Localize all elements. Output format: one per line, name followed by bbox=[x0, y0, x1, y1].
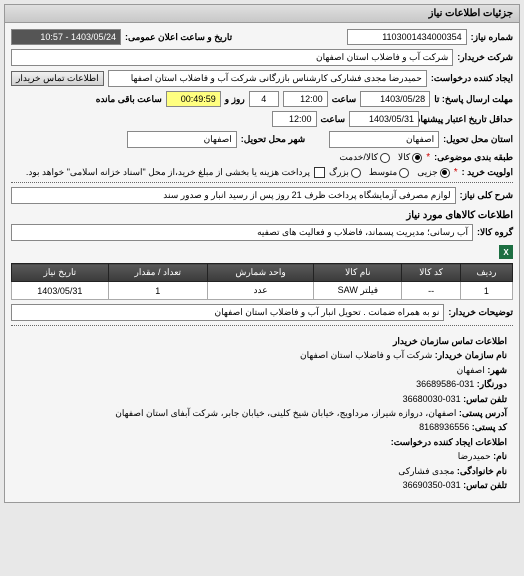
announce-label: تاریخ و ساعت اعلان عمومی: bbox=[125, 32, 232, 43]
required-star-2: * bbox=[454, 167, 458, 178]
table-header-row: ردیف کد کالا نام کالا واحد شمارش تعداد /… bbox=[12, 264, 513, 282]
priority-label: اولویت خرید : bbox=[462, 167, 513, 178]
group-value: آب رسانی؛ مدیریت پسماند، فاضلاب و فعالیت… bbox=[11, 224, 473, 241]
desc-value: لوازم مصرفی آزمایشگاه پرداخت ظرف 21 روز … bbox=[11, 187, 456, 204]
family-value: مجدی فشارکی bbox=[398, 466, 454, 476]
addr-label: آدرس پستی: bbox=[459, 408, 507, 418]
priority-mid[interactable]: متوسط bbox=[369, 167, 409, 178]
priority-high-label: بزرگ bbox=[329, 167, 349, 178]
radio-icon bbox=[380, 153, 390, 163]
post-label: کد پستی: bbox=[472, 422, 507, 432]
col-qty: تعداد / مقدار bbox=[108, 264, 207, 282]
hour-label-1: ساعت bbox=[332, 94, 357, 105]
col-row: ردیف bbox=[460, 264, 512, 282]
treasury-label: پرداخت هزینه یا بخشی از مبلغ خرید،از محل… bbox=[26, 167, 310, 178]
radio-icon bbox=[440, 168, 450, 178]
priority-mid-label: متوسط bbox=[369, 167, 397, 178]
req-no-value: 1103001434000354 bbox=[347, 29, 467, 45]
col-name: نام کالا bbox=[314, 264, 402, 282]
deadline-label: مهلت ارسال پاسخ: تا bbox=[434, 94, 513, 105]
tel-value: 031-36680030 bbox=[403, 394, 461, 404]
contact-title: اطلاعات تماس سازمان خریدار bbox=[393, 336, 507, 346]
cell-unit: عدد bbox=[207, 282, 313, 300]
details-panel: جزئیات اطلاعات نیاز شماره نیاز: 11030014… bbox=[4, 4, 520, 503]
table-row[interactable]: 1 -- فیلتر SAW عدد 1 1403/05/31 bbox=[12, 282, 513, 300]
name-label: نام: bbox=[493, 451, 507, 461]
city-value: اصفهان bbox=[127, 131, 237, 148]
phone-label: تلفن تماس: bbox=[463, 480, 507, 490]
name-value: حمیدرضا bbox=[458, 451, 491, 461]
treasury-checkbox[interactable] bbox=[314, 167, 325, 178]
family-label: نام خانوادگی: bbox=[457, 466, 507, 476]
buyer-value: شرکت آب و فاضلاب استان اصفهان bbox=[11, 49, 453, 66]
min-valid-hour: 12:00 bbox=[272, 111, 317, 127]
excel-export-icon[interactable]: X bbox=[499, 245, 513, 259]
hour-label-2: ساعت bbox=[321, 114, 346, 125]
requester-label: ایجاد کننده درخواست: bbox=[431, 73, 513, 84]
col-date: تاریخ نیاز bbox=[12, 264, 109, 282]
addr-value: اصفهان، دروازه شیراز، مرداویج، خیابان شی… bbox=[115, 408, 456, 418]
remain-value: 00:49:59 bbox=[166, 91, 221, 107]
cat-label: طبقه بندی موضوعی: bbox=[434, 152, 513, 163]
remain-label: ساعت باقی مانده bbox=[96, 94, 162, 105]
cell-row: 1 bbox=[460, 282, 512, 300]
cat-opt-khadamat[interactable]: کالا/خدمت bbox=[339, 152, 390, 163]
group-label: گروه کالا: bbox=[477, 227, 513, 238]
priority-low-label: جزیی bbox=[417, 167, 438, 178]
panel-body: شماره نیاز: 1103001434000354 تاریخ و ساع… bbox=[5, 23, 519, 502]
goods-table: ردیف کد کالا نام کالا واحد شمارش تعداد /… bbox=[11, 263, 513, 300]
requester-value: حمیدرضا مجدی فشارکی کارشناس بازرگانی شرک… bbox=[108, 70, 427, 87]
days-and-label: روز و bbox=[225, 94, 245, 105]
cell-date: 1403/05/31 bbox=[12, 282, 109, 300]
fax-label: دورنگار: bbox=[477, 379, 507, 389]
cat-opt-khadamat-label: کالا/خدمت bbox=[339, 152, 378, 163]
buyer-label: شرکت خریدار: bbox=[457, 52, 513, 63]
cell-qty: 1 bbox=[108, 282, 207, 300]
cell-code: -- bbox=[402, 282, 460, 300]
min-valid-label: حداقل تاریخ اعتبار پیشنهاد: تا تاریخ: bbox=[423, 114, 513, 125]
goods-section-title: اطلاعات کالاهای مورد نیاز bbox=[11, 210, 513, 221]
org-label: نام سازمان خریدار: bbox=[435, 350, 507, 360]
cat-opt-kala[interactable]: کالا bbox=[398, 152, 422, 163]
notes-label: توضیحات خریدار: bbox=[448, 307, 513, 318]
divider-2 bbox=[11, 325, 513, 326]
radio-icon bbox=[351, 168, 361, 178]
required-star-1: * bbox=[426, 152, 430, 163]
c-city-value: اصفهان bbox=[457, 365, 485, 375]
min-valid-date: 1403/05/31 bbox=[349, 111, 419, 127]
priority-low[interactable]: جزیی bbox=[417, 167, 450, 178]
cat-radio-group: کالا کالا/خدمت bbox=[339, 152, 422, 163]
post-value: 8168936556 bbox=[419, 422, 469, 432]
cat-opt-kala-label: کالا bbox=[398, 152, 410, 163]
col-code: کد کالا bbox=[402, 264, 460, 282]
days-value: 4 bbox=[249, 91, 279, 107]
col-unit: واحد شمارش bbox=[207, 264, 313, 282]
divider bbox=[11, 182, 513, 183]
fax-value: 031-36689586 bbox=[416, 379, 474, 389]
priority-high[interactable]: بزرگ bbox=[329, 167, 361, 178]
desc-label: شرح کلی نیاز: bbox=[460, 190, 513, 201]
contact-block: اطلاعات تماس سازمان خریدار نام سازمان خر… bbox=[11, 330, 513, 496]
priority-radio-group: جزیی متوسط بزرگ bbox=[329, 167, 450, 178]
deadline-date: 1403/05/28 bbox=[360, 91, 430, 107]
deadline-hour: 12:00 bbox=[283, 91, 328, 107]
creator-title: اطلاعات ایجاد کننده درخواست: bbox=[391, 437, 507, 447]
phone-value: 031-36690350 bbox=[403, 480, 461, 490]
c-city-label: شهر: bbox=[487, 365, 507, 375]
announce-value: 1403/05/24 - 10:57 bbox=[11, 29, 121, 45]
panel-title: جزئیات اطلاعات نیاز bbox=[5, 5, 519, 23]
radio-icon bbox=[399, 168, 409, 178]
org-value: شرکت آب و فاضلاب استان اصفهان bbox=[300, 350, 432, 360]
notes-value: نو به همراه ضمانت . تحویل انبار آب و فاض… bbox=[11, 304, 444, 321]
prov-value: اصفهان bbox=[329, 131, 439, 148]
cell-name: فیلتر SAW bbox=[314, 282, 402, 300]
city-label: شهر محل تحویل: bbox=[241, 134, 305, 145]
req-no-label: شماره نیاز: bbox=[471, 32, 513, 43]
radio-icon bbox=[412, 153, 422, 163]
contact-buyer-button[interactable]: اطلاعات تماس خریدار bbox=[11, 71, 104, 86]
tel-label: تلفن تماس: bbox=[463, 394, 507, 404]
prov-label: استان محل تحویل: bbox=[443, 134, 513, 145]
